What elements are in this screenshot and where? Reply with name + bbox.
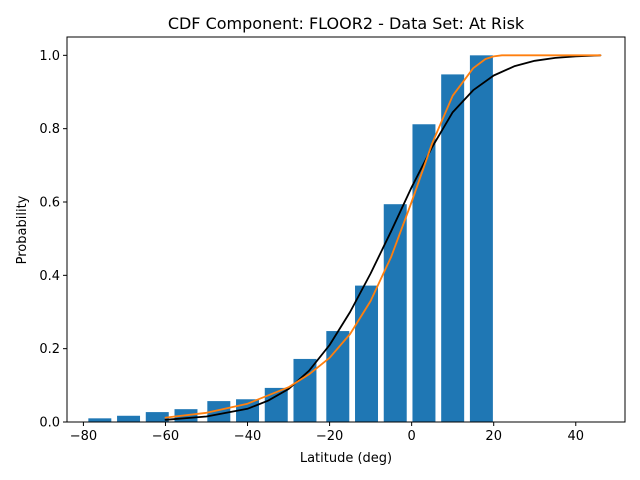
plot-frame xyxy=(66,36,626,423)
x-tick-label: −80 xyxy=(70,429,97,444)
y-axis-ticks: 0.0 0.2 0.4 0.6 0.8 1.0 xyxy=(39,49,67,431)
bar xyxy=(88,418,112,422)
x-tick-label: 0 xyxy=(408,429,416,444)
bar xyxy=(355,285,379,422)
x-tick-label: 40 xyxy=(567,429,584,444)
x-tick-label: −40 xyxy=(234,429,261,444)
bars-layer xyxy=(88,55,493,423)
bar xyxy=(383,204,407,422)
bar xyxy=(412,124,436,423)
y-tick-label: 0.6 xyxy=(39,196,60,211)
y-tick-label: 0.2 xyxy=(39,342,60,357)
bar xyxy=(441,74,465,423)
x-tick-label: −20 xyxy=(316,429,343,444)
x-axis-ticks: −80 −60 −40 −20 0 20 40 xyxy=(70,422,584,444)
y-tick-label: 1.0 xyxy=(39,49,60,64)
y-tick-label: 0.0 xyxy=(39,416,60,431)
x-axis-label: Latitude (deg) xyxy=(300,451,392,466)
bar xyxy=(469,55,493,422)
bar xyxy=(207,401,231,422)
y-axis-label: Probability xyxy=(15,195,30,264)
series-line-2 xyxy=(164,54,602,419)
bar xyxy=(293,358,317,422)
bar xyxy=(145,412,169,422)
bar xyxy=(117,415,141,422)
series-line-1 xyxy=(164,54,602,421)
chart-title: CDF Component: FLOOR2 - Data Set: At Ris… xyxy=(168,14,525,33)
x-tick-label: −60 xyxy=(152,429,179,444)
lines-layer xyxy=(164,54,602,421)
x-tick-label: 20 xyxy=(485,429,502,444)
y-tick-label: 0.4 xyxy=(39,269,60,284)
y-tick-label: 0.8 xyxy=(39,122,60,137)
bar xyxy=(264,387,288,422)
